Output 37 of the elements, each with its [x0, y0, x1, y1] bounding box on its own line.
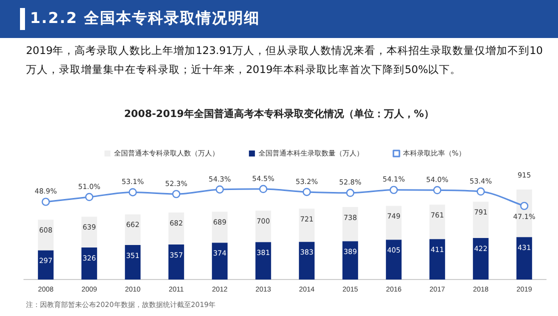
bar: [124, 245, 141, 280]
chart-title: 1.2.2 全国本专科录取情况明细: [30, 9, 260, 28]
bar: [255, 242, 272, 280]
bar: [38, 220, 54, 250]
bar: [168, 212, 184, 244]
bar: [342, 241, 358, 280]
point: [433, 186, 442, 194]
point: [85, 192, 94, 202]
bar: [38, 250, 54, 280]
point: [172, 190, 180, 198]
bar: [472, 202, 489, 238]
bar: [386, 206, 402, 240]
bar: [429, 239, 446, 280]
chart-subtitle: 2008-2019年全国普通高考本专科录取变化情况（单位：万人，%）: [123, 107, 435, 121]
bar: [386, 240, 402, 280]
bar: [342, 206, 358, 242]
point: [302, 188, 311, 196]
point: [42, 198, 50, 206]
point: [259, 184, 268, 194]
bar: [429, 204, 446, 240]
point: [476, 187, 485, 196]
bar: [81, 248, 98, 280]
point: [128, 188, 137, 196]
bar: [168, 244, 184, 280]
point: [216, 185, 224, 194]
bar: [516, 237, 532, 280]
text: 2019年，高考录取人数比上年增加123.91万人，但从录取人数情况来看，本科招生录取数量仅增加不到10万人，录取增量集中在专科录取；近十年来，2019年本科录取比率首次下降到50%以下。: [26, 44, 544, 78]
bar: [298, 208, 315, 242]
bar: [472, 238, 489, 280]
point: [346, 188, 354, 197]
bar: [81, 216, 98, 248]
point: [520, 202, 528, 210]
bar: [124, 214, 141, 246]
bar: [212, 242, 228, 280]
bar: [255, 210, 272, 242]
bar: [298, 242, 315, 280]
point: [390, 186, 398, 194]
